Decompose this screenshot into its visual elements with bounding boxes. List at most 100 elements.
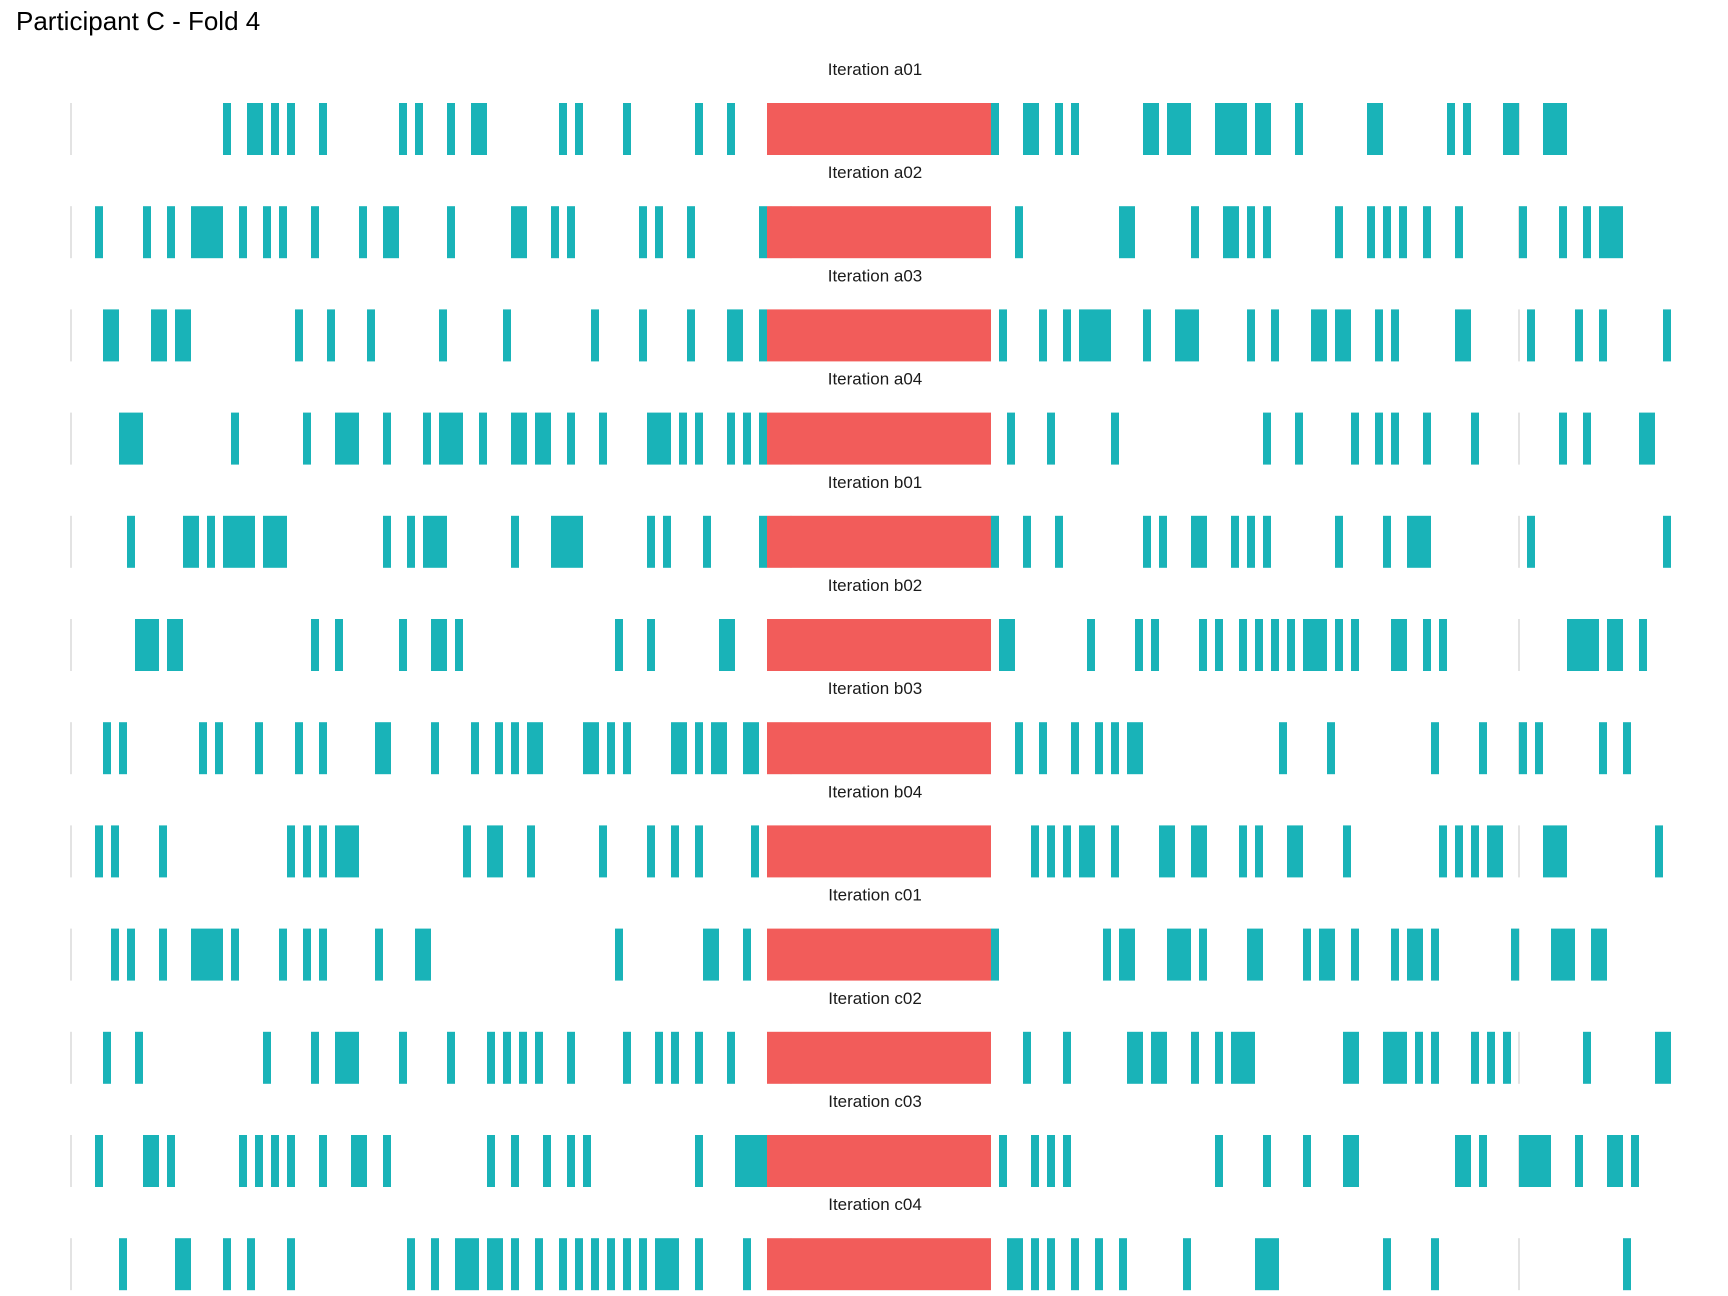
train-interval-bar (1191, 1031, 1199, 1084)
train-interval-bar (215, 722, 223, 775)
train-interval-bar (231, 928, 239, 981)
train-interval-bar (1071, 722, 1079, 775)
train-interval-bar (1047, 412, 1055, 465)
train-interval-bar (167, 619, 183, 671)
train-interval-bar (1519, 1135, 1551, 1187)
train-interval-bar (1479, 722, 1487, 775)
train-interval-bar (1535, 722, 1543, 775)
train-interval-bar (695, 1135, 703, 1187)
train-interval-bar (743, 1238, 751, 1291)
train-interval-bar (1439, 619, 1447, 671)
test-interval-bar (767, 412, 991, 465)
train-interval-bar (1007, 412, 1015, 465)
train-interval-bar (255, 722, 263, 775)
train-interval-bar (1567, 619, 1599, 671)
train-interval-bar (327, 309, 335, 362)
train-interval-bar (999, 619, 1015, 671)
train-interval-bar (1223, 206, 1239, 259)
train-interval-bar (263, 515, 287, 568)
train-interval-bar (647, 825, 655, 878)
train-interval-bar (1383, 1031, 1407, 1084)
train-interval-bar (511, 412, 527, 465)
train-interval-bar (1295, 103, 1303, 155)
panel: Iteration b03 (70, 679, 1631, 775)
train-interval-bar (1247, 309, 1255, 362)
train-interval-bar (1407, 515, 1431, 568)
train-interval-bar (1503, 103, 1519, 155)
train-interval-bar (287, 825, 295, 878)
train-interval-bar (551, 206, 559, 259)
train-interval-bar (1487, 1031, 1495, 1084)
train-interval-bar (527, 825, 535, 878)
train-interval-bar (1351, 619, 1359, 671)
train-interval-bar (439, 309, 447, 362)
test-interval-bar (767, 103, 991, 155)
train-interval-bar (1167, 928, 1191, 981)
train-interval-bar (1455, 1135, 1471, 1187)
train-interval-bar (1463, 103, 1471, 155)
train-interval-bar (1247, 928, 1263, 981)
train-interval-bar (103, 309, 119, 362)
train-interval-bar (1519, 722, 1527, 775)
train-interval-bar (311, 1031, 319, 1084)
train-interval-bar (1335, 515, 1343, 568)
train-interval-bar (679, 412, 687, 465)
train-interval-bar (1031, 1238, 1039, 1291)
train-interval-bar (335, 825, 359, 878)
train-interval-bar (727, 309, 743, 362)
train-interval-bar (143, 206, 151, 259)
chart-title: Participant C - Fold 4 (16, 6, 260, 36)
panels-group: Iteration a01 Iteration a02 Iteration a03 I… (70, 60, 1671, 1291)
train-interval-bar (991, 103, 999, 155)
train-interval-bar (399, 103, 407, 155)
train-interval-bar (687, 206, 695, 259)
train-interval-bar (991, 515, 999, 568)
train-interval-bar (1559, 206, 1567, 259)
train-interval-bar (199, 722, 207, 775)
train-interval-bar (1439, 825, 1447, 878)
train-interval-bar (1111, 722, 1119, 775)
train-interval-bar (1575, 1135, 1583, 1187)
train-interval-bar (695, 825, 703, 878)
train-interval-bar (1103, 928, 1111, 981)
train-interval-bar (1623, 1238, 1631, 1291)
train-interval-bar (1215, 103, 1247, 155)
train-interval-bar (223, 515, 255, 568)
train-interval-bar (999, 309, 1007, 362)
train-interval-bar (1287, 825, 1303, 878)
panel: Iteration c03 (70, 1092, 1639, 1187)
train-interval-bar (1415, 1031, 1423, 1084)
panel-label: Iteration b01 (828, 473, 923, 492)
train-interval-bar (1023, 1031, 1031, 1084)
train-interval-bar (191, 928, 223, 981)
train-interval-bar (1119, 206, 1135, 259)
train-interval-bar (247, 103, 263, 155)
train-interval-bar (1079, 309, 1111, 362)
train-interval-bar (615, 928, 623, 981)
train-interval-bar (103, 722, 111, 775)
train-interval-bar (1143, 103, 1159, 155)
train-interval-bar (559, 103, 567, 155)
panel: Iteration b02 (70, 576, 1647, 671)
train-interval-bar (1383, 515, 1391, 568)
train-interval-bar (415, 928, 431, 981)
train-interval-bar (1583, 412, 1591, 465)
train-interval-bar (511, 722, 519, 775)
panel: Iteration a03 (70, 266, 1671, 362)
train-interval-bar (1127, 1031, 1143, 1084)
train-interval-bar (231, 412, 239, 465)
train-interval-bar (559, 1238, 567, 1291)
train-interval-bar (447, 206, 455, 259)
train-interval-bar (1383, 206, 1391, 259)
train-interval-bar (1519, 206, 1527, 259)
train-interval-bar (759, 412, 767, 465)
train-interval-bar (527, 722, 543, 775)
train-interval-bar (447, 103, 455, 155)
train-interval-bar (431, 619, 447, 671)
panel: Iteration c02 (70, 989, 1671, 1084)
train-interval-bar (487, 825, 503, 878)
train-interval-bar (1655, 1031, 1671, 1084)
train-interval-bar (407, 515, 415, 568)
train-interval-bar (303, 825, 311, 878)
